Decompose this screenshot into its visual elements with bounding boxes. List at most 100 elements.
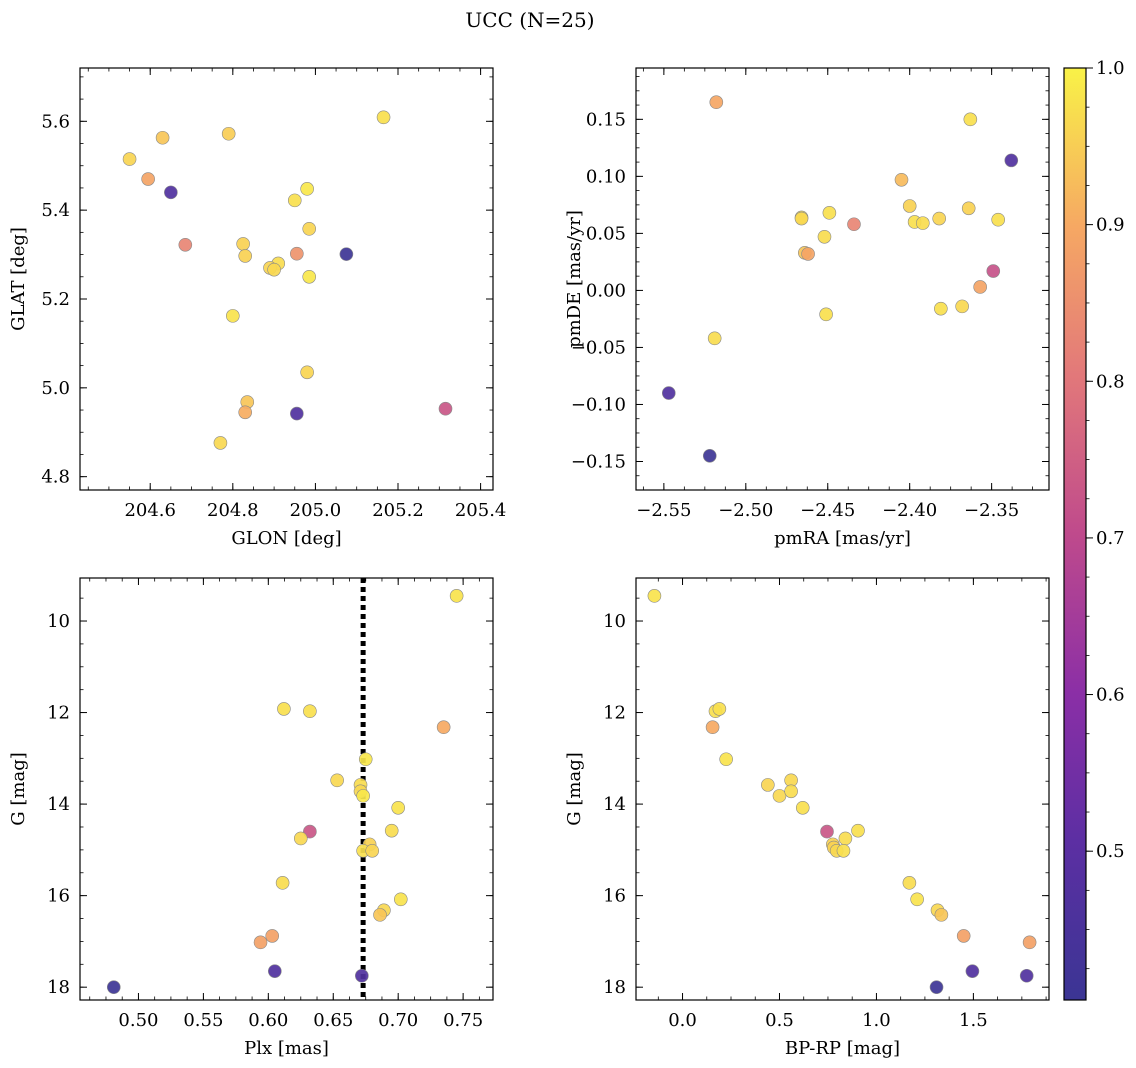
y-tick-label: 4.8 bbox=[41, 467, 70, 488]
panels: 204.6 204.8 205.0 205.2 205.4 4.8 5.0 5.2 5.4 5.6… bbox=[8, 67, 1050, 1059]
data-point bbox=[1022, 935, 1037, 950]
x-axis-label: GLON [deg] bbox=[231, 528, 341, 549]
data-point bbox=[300, 365, 314, 380]
data-point bbox=[373, 908, 387, 922]
colorbar-tick-label: 0.6 bbox=[1096, 685, 1125, 706]
data-point bbox=[293, 831, 308, 846]
x-tick-label: 0.0 bbox=[668, 1010, 697, 1031]
data-point bbox=[393, 892, 408, 907]
x-tick-label: −2.40 bbox=[882, 500, 937, 521]
data-point bbox=[934, 301, 948, 316]
y-tick-label: 0.10 bbox=[586, 166, 626, 187]
colorbar-tick-label: 0.7 bbox=[1096, 528, 1125, 549]
data-point bbox=[155, 130, 170, 145]
data-point bbox=[851, 823, 865, 838]
y-tick-label: 14 bbox=[47, 794, 70, 815]
panel-glon-glat: 204.6 204.8 205.0 205.2 205.4 4.8 5.0 5.2 5.4 5.6… bbox=[8, 67, 507, 549]
data-point bbox=[302, 269, 317, 284]
x-tick-label: 205.4 bbox=[455, 500, 507, 521]
colorbar: 0.5 0.6 0.7 0.8 0.9 1.0 bbox=[1063, 58, 1125, 1001]
data-point bbox=[956, 929, 971, 943]
data-point bbox=[707, 331, 722, 346]
data-point bbox=[290, 246, 304, 261]
y-tick-label: −0.05 bbox=[571, 337, 626, 358]
data-point bbox=[929, 980, 944, 994]
colorbar-gradient bbox=[1063, 67, 1087, 1001]
y-tick-label: 0.00 bbox=[586, 280, 626, 301]
data-point bbox=[1004, 153, 1019, 168]
panel-plx-g: 0.50 0.55 0.60 0.65 0.70 0.75 10 12 14 16 18 Plx [m… bbox=[8, 577, 494, 1059]
y-tick-label: 12 bbox=[603, 703, 626, 724]
x-tick-label: 204.6 bbox=[124, 500, 176, 521]
y-tick-label: 5.4 bbox=[41, 200, 70, 221]
data-point bbox=[916, 216, 930, 230]
data-point bbox=[436, 720, 451, 735]
y-tick-label: 10 bbox=[603, 611, 626, 632]
y-tick-label: 16 bbox=[603, 886, 626, 907]
y-tick-label: −0.10 bbox=[571, 394, 626, 415]
x-tick-label: −2.55 bbox=[636, 500, 691, 521]
data-point bbox=[963, 112, 978, 127]
data-point bbox=[221, 126, 236, 141]
x-tick-label: 1.5 bbox=[959, 1010, 988, 1031]
data-point bbox=[902, 876, 917, 890]
data-point bbox=[178, 237, 193, 252]
y-axis-label: GLAT [deg] bbox=[8, 227, 29, 331]
x-tick-label: 0.65 bbox=[313, 1010, 353, 1031]
data-point bbox=[986, 264, 1001, 278]
x-tick-label: 0.70 bbox=[378, 1010, 418, 1031]
data-point bbox=[265, 929, 280, 943]
x-tick-label: 0.55 bbox=[183, 1010, 223, 1031]
data-point bbox=[376, 110, 391, 125]
axes-frame bbox=[635, 67, 1050, 491]
data-point bbox=[894, 172, 909, 187]
data-point bbox=[961, 201, 976, 216]
data-point bbox=[438, 401, 453, 416]
data-point bbox=[355, 968, 369, 983]
y-tick-label: 12 bbox=[47, 703, 70, 724]
data-point bbox=[772, 789, 787, 803]
colorbar-tick-label: 0.8 bbox=[1096, 371, 1125, 392]
x-tick-label: 0.50 bbox=[118, 1010, 158, 1031]
y-tick-label: 14 bbox=[603, 794, 626, 815]
data-point bbox=[449, 589, 464, 603]
x-tick-label: 204.8 bbox=[207, 500, 259, 521]
data-point bbox=[910, 892, 924, 907]
y-tick-label: 5.2 bbox=[41, 289, 70, 310]
x-axis-label: BP-RP [mag] bbox=[785, 1038, 900, 1059]
data-point bbox=[932, 211, 946, 226]
data-point bbox=[302, 222, 317, 236]
data-point bbox=[794, 211, 809, 226]
figure-title: UCC (N=25) bbox=[465, 8, 594, 32]
data-point bbox=[303, 824, 317, 839]
data-point bbox=[122, 152, 137, 166]
data-point bbox=[275, 876, 290, 890]
data-point bbox=[330, 773, 344, 788]
data-point bbox=[236, 237, 250, 251]
y-tick-label: 0.15 bbox=[586, 109, 626, 130]
data-point bbox=[705, 720, 720, 735]
data-point bbox=[761, 778, 775, 792]
x-tick-label: −2.45 bbox=[800, 500, 855, 521]
data-point bbox=[277, 702, 291, 716]
data-point bbox=[213, 436, 228, 450]
axes-frame bbox=[79, 577, 494, 1001]
data-point bbox=[836, 843, 851, 858]
data-point bbox=[1019, 968, 1034, 983]
data-point bbox=[795, 800, 810, 815]
data-point bbox=[391, 800, 405, 815]
data-point bbox=[955, 299, 969, 314]
x-tick-label: 0.75 bbox=[443, 1010, 483, 1031]
axes-frame bbox=[79, 67, 494, 491]
data-point bbox=[965, 964, 980, 978]
data-point bbox=[339, 247, 354, 261]
y-tick-label: 5.6 bbox=[41, 111, 70, 132]
data-point bbox=[991, 212, 1005, 227]
y-axis-label: G [mag] bbox=[8, 752, 29, 825]
x-tick-label: 205.0 bbox=[290, 500, 342, 521]
data-point bbox=[267, 262, 281, 277]
y-axis-label: G [mag] bbox=[564, 752, 585, 825]
x-axis-label: Plx [mas] bbox=[244, 1038, 329, 1059]
data-point bbox=[356, 789, 370, 803]
y-tick-label: −0.15 bbox=[571, 451, 626, 472]
